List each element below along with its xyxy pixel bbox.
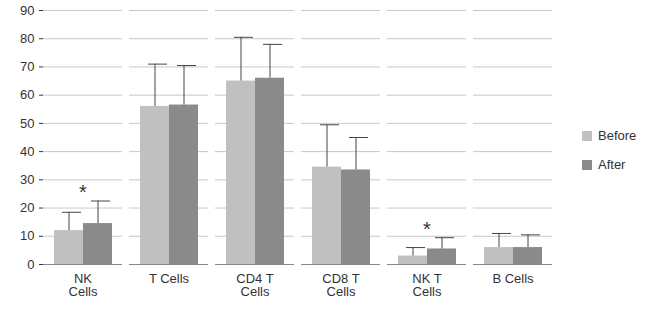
svg-text:40: 40	[20, 144, 34, 159]
html-text:After: After	[598, 157, 626, 172]
svg-text:NKCells: NKCells	[69, 271, 98, 299]
svg-text:20: 20	[20, 200, 34, 215]
svg-text:30: 30	[20, 172, 34, 187]
svg-text:*: *	[79, 181, 87, 203]
svg-text:80: 80	[20, 31, 34, 46]
svg-text:90: 90	[20, 3, 34, 18]
svg-text:60: 60	[20, 87, 34, 102]
html-text:Before: Before	[598, 128, 637, 143]
svg-text:10: 10	[20, 228, 34, 243]
svg-text:0: 0	[27, 257, 34, 272]
svg-text:CD8 TCells: CD8 TCells	[322, 271, 359, 299]
svg-text:B Cells: B Cells	[492, 271, 534, 286]
svg-text:*: *	[423, 218, 431, 240]
svg-text:T Cells: T Cells	[149, 271, 190, 286]
svg-text:50: 50	[20, 116, 34, 131]
svg-text:NK TCells: NK TCells	[412, 271, 442, 299]
svg-text:CD4 TCells: CD4 TCells	[236, 271, 273, 299]
svg-text:70: 70	[20, 59, 34, 74]
